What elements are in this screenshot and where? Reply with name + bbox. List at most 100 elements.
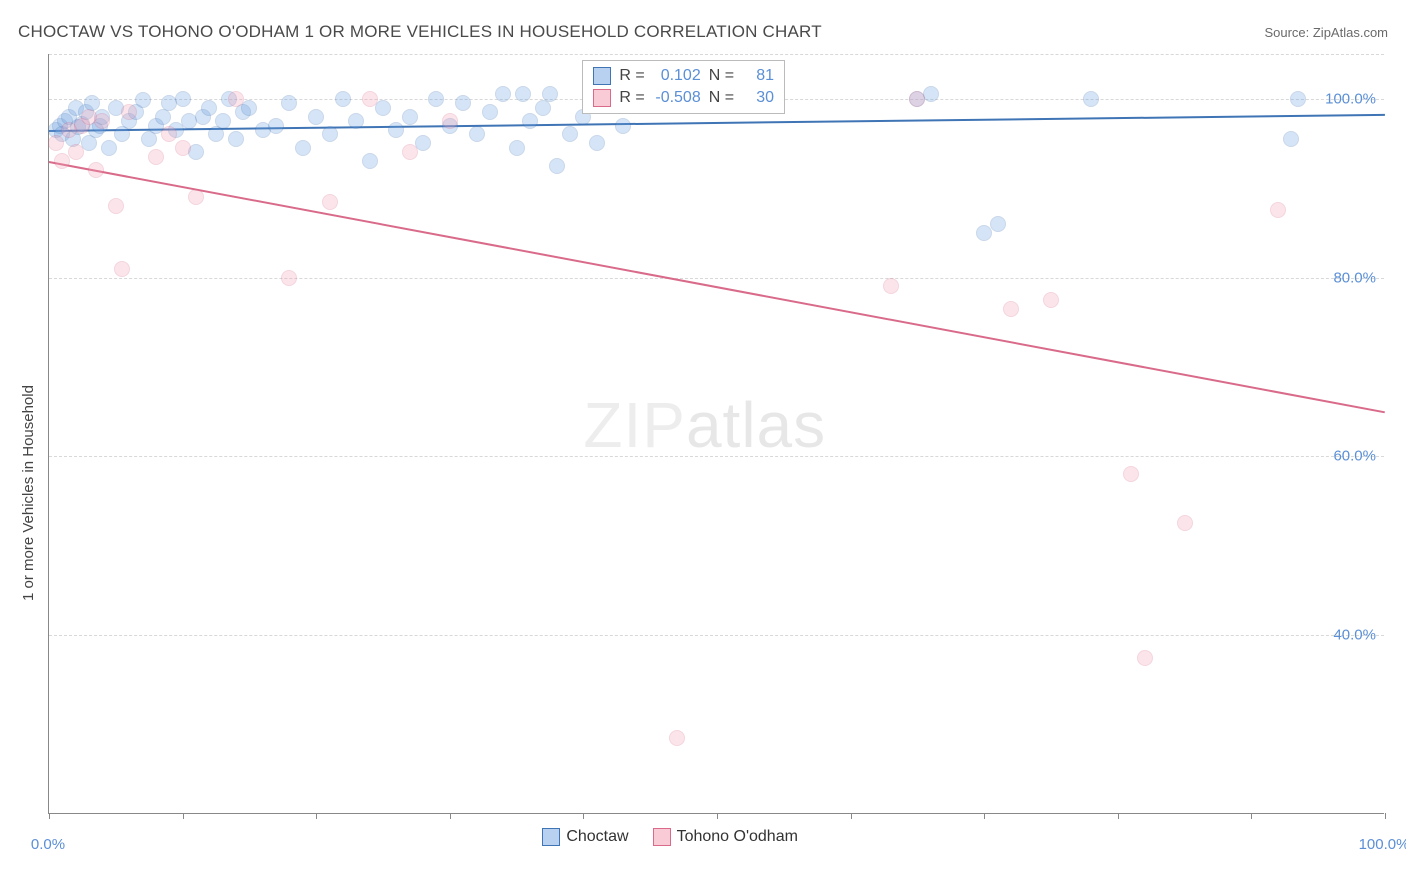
data-point [201,100,217,116]
data-point [589,135,605,151]
data-point [281,95,297,111]
data-point [509,140,525,156]
data-point [108,198,124,214]
data-point [442,113,458,129]
legend-item: Tohono O'odham [653,828,798,846]
r-label: R = [619,65,644,87]
trendline [49,114,1385,132]
data-point [362,153,378,169]
data-point [1043,292,1059,308]
data-point [1270,202,1286,218]
data-point [121,104,137,120]
data-point [402,144,418,160]
x-tick [583,813,584,819]
gridline [49,54,1384,55]
plot-area: ZIPatlas 40.0%60.0%80.0%100.0% [48,54,1384,814]
data-point [101,140,117,156]
x-tick [183,813,184,819]
n-value: 30 [742,87,774,109]
data-point [1003,301,1019,317]
n-label: N = [709,65,734,87]
gridline [49,278,1384,279]
x-tick [1118,813,1119,819]
data-point [669,730,685,746]
legend-swatch [593,67,611,85]
data-point [1177,515,1193,531]
data-point [402,109,418,125]
data-point [469,126,485,142]
data-point [322,194,338,210]
y-tick-label: 60.0% [1333,448,1376,465]
trendline [49,161,1385,413]
data-point [295,140,311,156]
n-value: 81 [742,65,774,87]
y-tick-label: 80.0% [1333,269,1376,286]
data-point [542,86,558,102]
stats-row: R =-0.508N =30 [593,87,774,109]
r-value: 0.102 [653,65,701,87]
data-point [428,91,444,107]
data-point [175,91,191,107]
x-tick-label: 0.0% [31,836,65,853]
data-point [94,113,110,129]
legend-item: Choctaw [542,828,628,846]
x-tick [49,813,50,819]
data-point [335,91,351,107]
data-point [455,95,471,111]
data-point [375,100,391,116]
legend-label: Choctaw [566,828,628,846]
data-point [322,126,338,142]
x-tick [1251,813,1252,819]
data-point [228,91,244,107]
watermark-atlas: atlas [686,389,826,461]
gridline [49,635,1384,636]
x-tick [316,813,317,819]
data-point [308,109,324,125]
x-tick [851,813,852,819]
data-point [990,216,1006,232]
stats-row: R = 0.102 N = 81 [593,65,774,87]
data-point [515,86,531,102]
data-point [1290,91,1306,107]
source-label: Source: ZipAtlas.com [1264,25,1388,40]
data-point [1137,650,1153,666]
data-point [135,92,151,108]
gridline [49,456,1384,457]
data-point [482,104,498,120]
data-point [615,118,631,134]
watermark: ZIPatlas [583,388,826,462]
data-point [549,158,565,174]
data-point [68,144,84,160]
x-tick [717,813,718,819]
data-point [495,86,511,102]
legend-swatch [593,89,611,107]
data-point [161,126,177,142]
data-point [215,113,231,129]
data-point [883,278,899,294]
n-label: N = [709,87,734,109]
title-bar: CHOCTAW VS TOHONO O'ODHAM 1 OR MORE VEHI… [18,18,1388,46]
legend-label: Tohono O'odham [677,828,798,846]
data-point [114,261,130,277]
x-tick [1385,813,1386,819]
data-point [362,91,378,107]
chart-title: CHOCTAW VS TOHONO O'ODHAM 1 OR MORE VEHI… [18,22,822,42]
y-tick-label: 40.0% [1333,627,1376,644]
data-point [268,118,284,134]
watermark-zip: ZIP [583,389,686,461]
x-tick [450,813,451,819]
data-point [148,149,164,165]
data-point [1083,91,1099,107]
data-point [281,270,297,286]
data-point [415,135,431,151]
data-point [348,113,364,129]
x-tick [984,813,985,819]
r-value: -0.508 [653,87,701,109]
bottom-legend: Choctaw Tohono O'odham [542,828,798,846]
y-axis-label: 1 or more Vehicles in Household [20,385,37,601]
legend-swatch [542,828,560,846]
data-point [562,126,578,142]
x-tick-label: 100.0% [1359,836,1406,853]
stats-legend: R = 0.102 N = 81R = -0.508 N = 30 [582,60,785,114]
chart-container: CHOCTAW VS TOHONO O'ODHAM 1 OR MORE VEHI… [0,0,1406,892]
